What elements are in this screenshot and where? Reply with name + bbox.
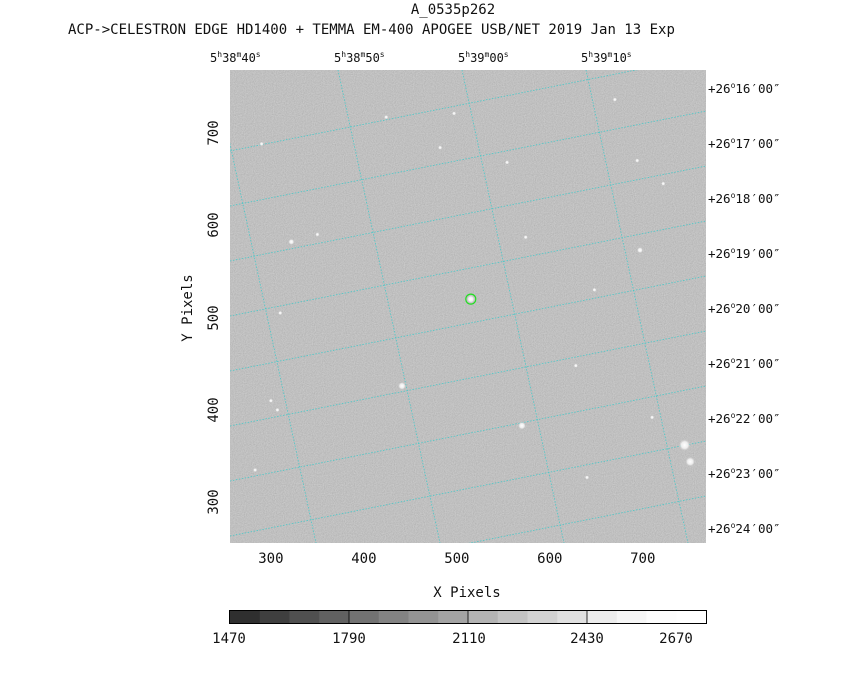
y-tick-label: 300 [206,489,222,515]
star [288,238,295,246]
star [397,381,407,391]
star [466,294,475,304]
star [592,287,597,293]
star [584,475,590,480]
colorbar-label: 2670 [659,631,693,647]
colorbar-segment [349,611,380,623]
ra-grid-line [585,70,689,543]
star [451,111,457,116]
colorbar-segment [497,611,528,623]
colorbar-segment [230,611,261,623]
star [678,438,691,452]
colorbar-segment [616,611,647,623]
x-tick-label: 500 [444,551,470,567]
y-tick-label: 500 [206,304,222,331]
colorbar-label: 1470 [212,631,246,647]
star-field [252,97,696,480]
colorbar-segment [319,611,350,623]
ra-grid-line [337,70,441,543]
star [523,235,528,240]
colorbar-segment [408,611,439,623]
ra-label: 5h39m10s [581,50,632,65]
dec-label: +26o16′00″ [708,81,781,96]
y-tick-label: 400 [206,397,222,423]
star [315,232,320,237]
ra-label: 5h38m40s [210,50,261,65]
star [517,421,527,430]
colorbar-segment [289,611,320,623]
observation-info: ACP->CELESTRON EDGE HD1400 + TEMMA EM-40… [68,22,675,38]
star [684,456,696,467]
star [259,141,264,147]
star [437,145,443,150]
sky-image[interactable] [230,70,706,543]
colorbar-segment [468,611,499,623]
target-marker[interactable] [465,293,477,305]
colorbar-segment [527,611,558,623]
star [278,310,283,316]
star [635,158,640,163]
colorbar-segment [646,611,677,623]
star [252,467,258,473]
dec-label: +26o20′00″ [708,301,781,316]
sky-noise [230,70,706,543]
dec-label: +26o21′00″ [708,356,781,371]
colorbar-segment [676,611,707,623]
star [275,407,280,413]
star [612,97,618,102]
x-tick-label: 700 [630,551,656,567]
x-tick-label: 300 [258,551,284,567]
colorbar-segment [259,611,290,623]
y-tick-label: 600 [206,212,222,238]
coordinate-grid [230,70,706,543]
colorbar [229,610,707,624]
dec-label: +26o22′00″ [708,411,781,426]
x-tick-label: 400 [351,551,377,567]
y-tick-label: 700 [206,120,222,146]
star [268,398,274,403]
dec-label: +26o17′00″ [708,136,781,151]
colorbar-segment [378,611,409,623]
star [636,246,644,254]
colorbar-segment [438,611,469,623]
colorbar-segment [587,611,618,623]
star [661,181,666,186]
dec-label: +26o18′00″ [708,191,781,206]
ra-grid-line [461,70,565,543]
dec-label: +26o23′00″ [708,466,781,481]
star [504,160,510,165]
dec-label: +26o24′00″ [708,521,781,536]
x-tick-label: 600 [537,551,563,567]
x-axis-label: X Pixels [433,585,501,601]
image-title: A_0535p262 [410,2,496,18]
colorbar-label: 2110 [452,631,486,647]
y-axis-label: Y Pixels [180,274,196,342]
colorbar-label: 1790 [332,631,366,647]
star [383,114,389,120]
dec-label: +26o19′00″ [708,246,781,261]
star [649,415,655,420]
colorbar-segment [557,611,588,623]
ra-grid-line [230,142,317,543]
colorbar-label: 2430 [570,631,604,647]
ra-label: 5h38m50s [334,50,385,65]
star [573,363,579,368]
ra-label: 5h39m00s [458,50,509,65]
